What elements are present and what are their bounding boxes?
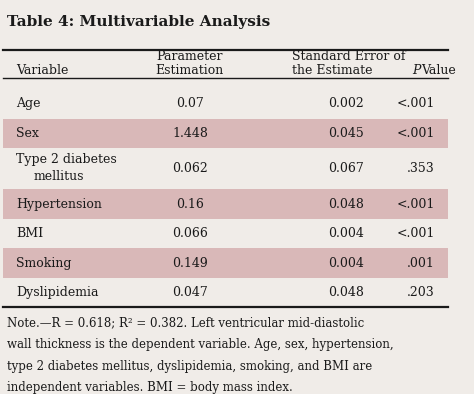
Text: Estimation: Estimation <box>156 63 224 76</box>
Text: wall thickness is the dependent variable. Age, sex, hypertension,: wall thickness is the dependent variable… <box>7 338 394 351</box>
Text: Dyslipidemia: Dyslipidemia <box>16 286 99 299</box>
Text: 0.16: 0.16 <box>176 198 204 211</box>
Text: 0.07: 0.07 <box>176 97 204 110</box>
Text: Variable: Variable <box>16 63 69 76</box>
Text: Table 4: Multivariable Analysis: Table 4: Multivariable Analysis <box>7 15 271 30</box>
Text: 0.004: 0.004 <box>328 227 364 240</box>
Text: 0.048: 0.048 <box>328 286 364 299</box>
Text: .001: .001 <box>407 256 435 269</box>
Text: P: P <box>412 63 420 76</box>
Bar <box>3 119 448 148</box>
Text: independent variables. BMI = body mass index.: independent variables. BMI = body mass i… <box>7 381 293 394</box>
Text: 0.004: 0.004 <box>328 256 364 269</box>
Text: 0.066: 0.066 <box>172 227 208 240</box>
Text: 0.045: 0.045 <box>328 127 364 140</box>
Bar <box>3 249 448 278</box>
Text: 0.062: 0.062 <box>172 162 208 175</box>
Text: Hypertension: Hypertension <box>16 198 102 211</box>
Text: Smoking: Smoking <box>16 256 72 269</box>
Text: 0.149: 0.149 <box>172 256 208 269</box>
Text: Parameter: Parameter <box>156 50 223 63</box>
Text: Value: Value <box>421 63 456 76</box>
Text: type 2 diabetes mellitus, dyslipidemia, smoking, and BMI are: type 2 diabetes mellitus, dyslipidemia, … <box>7 360 373 373</box>
Text: 0.048: 0.048 <box>328 198 364 211</box>
Text: Note.—R = 0.618; R² = 0.382. Left ventricular mid-diastolic: Note.—R = 0.618; R² = 0.382. Left ventri… <box>7 316 365 329</box>
Text: .203: .203 <box>407 286 435 299</box>
Text: Type 2 diabetes: Type 2 diabetes <box>16 153 117 166</box>
Text: Age: Age <box>16 97 41 110</box>
Text: 1.448: 1.448 <box>172 127 208 140</box>
Bar <box>3 190 448 219</box>
Text: the Estimate: the Estimate <box>292 63 373 76</box>
Text: Standard Error of: Standard Error of <box>292 50 406 63</box>
Text: mellitus: mellitus <box>34 170 84 183</box>
Text: 0.002: 0.002 <box>328 97 364 110</box>
Text: .353: .353 <box>407 162 435 175</box>
Text: <.001: <.001 <box>397 97 435 110</box>
Text: 0.067: 0.067 <box>328 162 364 175</box>
Text: 0.047: 0.047 <box>172 286 208 299</box>
Text: <.001: <.001 <box>397 127 435 140</box>
Text: <.001: <.001 <box>397 198 435 211</box>
Text: Sex: Sex <box>16 127 39 140</box>
Text: <.001: <.001 <box>397 227 435 240</box>
Text: BMI: BMI <box>16 227 43 240</box>
